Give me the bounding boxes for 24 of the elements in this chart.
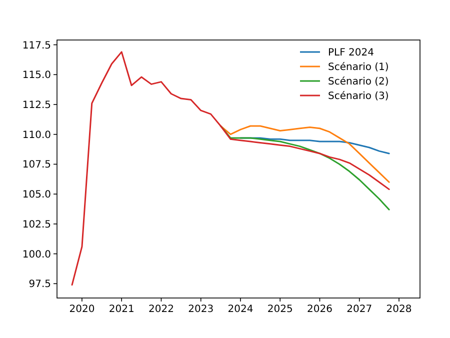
legend-label: Scénario (3)	[328, 91, 389, 102]
y-tick-label: 117.5	[22, 40, 51, 52]
y-tick-label: 115.0	[22, 70, 51, 82]
y-tick-label: 107.5	[22, 160, 51, 171]
y-tick-label: 97.5	[28, 279, 51, 290]
legend-label: Scénario (2)	[328, 76, 389, 88]
x-tick-label: 2028	[386, 304, 412, 315]
x-tick-label: 2021	[108, 304, 134, 315]
line-series	[220, 125, 390, 210]
legend-label: Scénario (1)	[328, 62, 389, 73]
y-tick-label: 110.0	[22, 130, 51, 141]
x-tick-label: 2023	[188, 304, 214, 315]
x-tick-label: 2026	[307, 304, 332, 315]
y-tick-label: 112.5	[22, 100, 51, 111]
x-tick-label: 2022	[148, 304, 174, 315]
x-tick-label: 2020	[69, 304, 95, 315]
y-tick-label: 105.0	[22, 190, 51, 201]
y-tick-label: 100.0	[22, 249, 51, 260]
line-series	[220, 125, 390, 183]
x-tick-label: 2024	[228, 304, 254, 315]
y-tick-label: 102.5	[22, 219, 51, 230]
legend-label: PLF 2024	[328, 48, 374, 58]
x-tick-label: 2027	[346, 304, 372, 315]
x-tick-label: 2025	[267, 304, 293, 315]
